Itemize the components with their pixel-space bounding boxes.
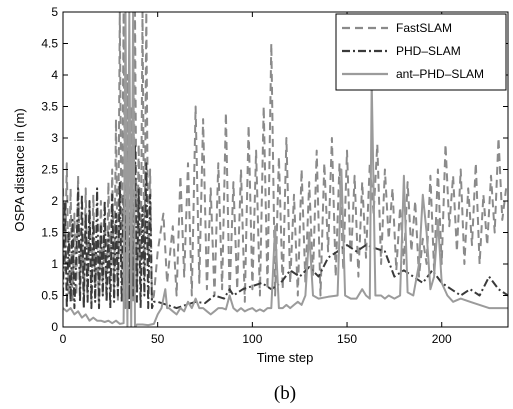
y-tick-label: 2.5: [41, 163, 58, 177]
y-tick-label: 3: [51, 131, 58, 145]
x-tick-label: 150: [337, 332, 357, 346]
legend: FastSLAM PHD–SLAM ant–PHD–SLAM: [335, 13, 507, 91]
legend-label-ant-phd-slam: ant–PHD–SLAM: [396, 67, 484, 81]
x-tick-label: 0: [60, 332, 67, 346]
y-tick-label: 4.5: [41, 37, 58, 51]
x-axis-label: Time step: [257, 350, 314, 365]
y-tick-label: 2: [51, 194, 58, 208]
y-axis-label: OSPA distance in (m): [12, 108, 27, 231]
y-tick-label: 3.5: [41, 100, 58, 114]
y-tick-label: 5: [51, 5, 58, 19]
ticks-layer: 0 50 100 150 200 0 0.5 1 1.5 2 2.5 3 3.5 4 4.5 5: [41, 5, 508, 346]
y-tick-label: 0: [51, 320, 58, 334]
x-tick-label: 100: [242, 332, 262, 346]
legend-label-fastslam: FastSLAM: [396, 21, 452, 35]
y-tick-label: 1: [51, 257, 58, 271]
series-line-2: [63, 12, 508, 327]
legend-label-phd-slam: PHD–SLAM: [396, 44, 461, 58]
y-tick-label: 0.5: [41, 289, 58, 303]
series-layer: [63, 12, 508, 327]
y-tick-label: 4: [51, 68, 58, 82]
y-tick-label: 1.5: [41, 226, 58, 240]
figure-caption: (b): [274, 383, 296, 404]
x-tick-label: 50: [151, 332, 165, 346]
x-tick-label: 200: [432, 332, 452, 346]
